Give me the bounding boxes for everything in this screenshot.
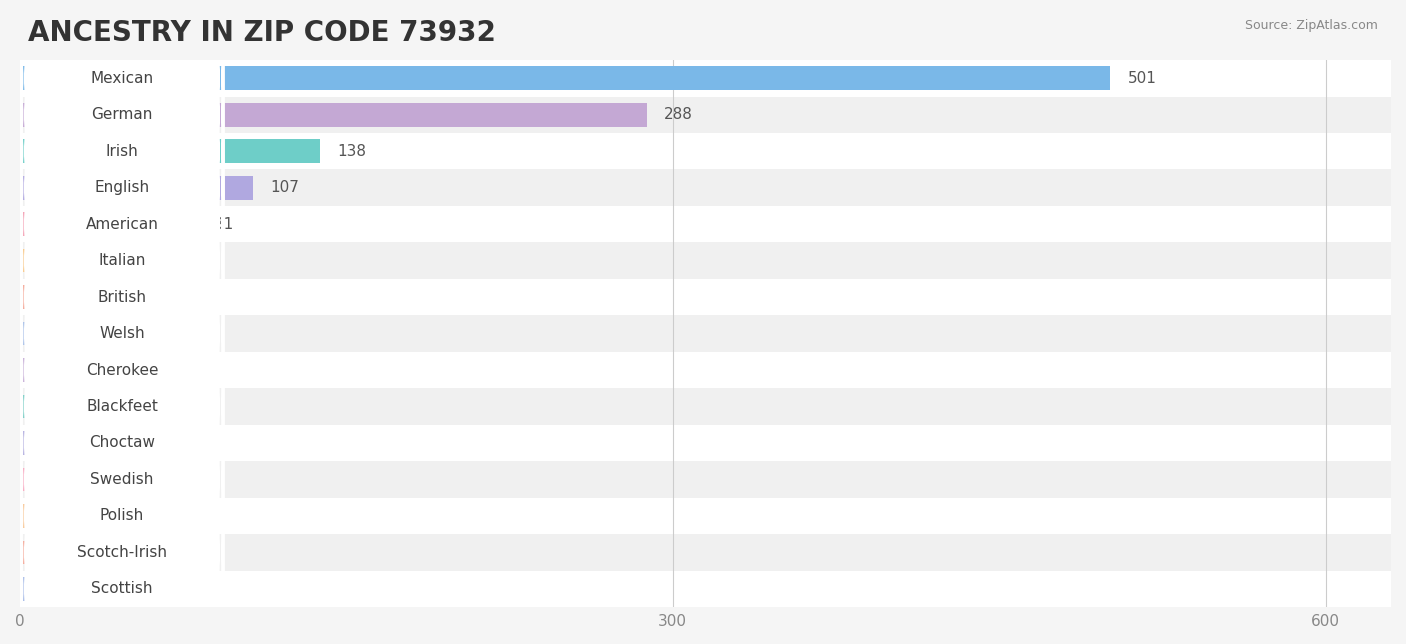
FancyBboxPatch shape — [20, 307, 225, 644]
Bar — [20, 139, 321, 163]
Bar — [20, 468, 46, 491]
Text: Scotch-Irish: Scotch-Irish — [77, 545, 167, 560]
FancyBboxPatch shape — [20, 161, 225, 579]
Text: Mexican: Mexican — [90, 71, 153, 86]
Text: 14: 14 — [67, 363, 87, 377]
FancyBboxPatch shape — [20, 0, 225, 323]
FancyBboxPatch shape — [20, 270, 225, 644]
Circle shape — [20, 395, 21, 419]
Circle shape — [20, 431, 21, 455]
Text: 12: 12 — [63, 472, 83, 487]
Bar — [20, 388, 1391, 425]
Circle shape — [20, 103, 21, 127]
Text: German: German — [91, 108, 153, 122]
Bar — [20, 498, 1391, 534]
Bar — [20, 213, 195, 236]
Text: ANCESTRY IN ZIP CODE 73932: ANCESTRY IN ZIP CODE 73932 — [28, 19, 496, 47]
Bar — [20, 504, 35, 527]
Bar — [20, 571, 1391, 607]
FancyBboxPatch shape — [20, 198, 225, 615]
Text: 12: 12 — [63, 399, 83, 414]
Bar — [20, 103, 647, 127]
FancyBboxPatch shape — [20, 0, 225, 287]
Bar — [20, 66, 1111, 90]
Bar — [20, 97, 1391, 133]
Circle shape — [20, 139, 21, 163]
Circle shape — [20, 249, 21, 272]
FancyBboxPatch shape — [20, 0, 225, 397]
Text: 15: 15 — [70, 326, 89, 341]
Text: 107: 107 — [270, 180, 299, 195]
Text: 7: 7 — [52, 582, 62, 596]
Text: English: English — [94, 180, 149, 195]
Bar — [20, 60, 1391, 97]
FancyBboxPatch shape — [20, 0, 225, 360]
FancyBboxPatch shape — [20, 380, 225, 644]
Bar — [20, 249, 79, 272]
Bar — [20, 577, 35, 601]
Bar — [20, 242, 1391, 279]
Text: Scottish: Scottish — [91, 582, 153, 596]
FancyBboxPatch shape — [20, 344, 225, 644]
Circle shape — [20, 285, 21, 309]
Text: Blackfeet: Blackfeet — [86, 399, 157, 414]
Bar — [20, 176, 253, 200]
Text: Choctaw: Choctaw — [89, 435, 155, 450]
Bar — [20, 279, 1391, 316]
Bar — [20, 358, 51, 382]
Bar — [20, 425, 1391, 461]
Text: 7: 7 — [52, 545, 62, 560]
Circle shape — [20, 504, 21, 527]
Bar — [20, 206, 1391, 242]
Circle shape — [20, 468, 21, 491]
Text: 138: 138 — [337, 144, 367, 158]
Circle shape — [20, 66, 21, 90]
Text: Irish: Irish — [105, 144, 138, 158]
Bar — [20, 431, 46, 455]
Text: 7: 7 — [52, 508, 62, 524]
Text: Source: ZipAtlas.com: Source: ZipAtlas.com — [1244, 19, 1378, 32]
Circle shape — [20, 577, 21, 601]
FancyBboxPatch shape — [20, 234, 225, 644]
Circle shape — [20, 176, 21, 200]
Bar — [20, 285, 75, 309]
Circle shape — [20, 213, 21, 236]
Text: 27: 27 — [96, 253, 115, 268]
Circle shape — [20, 540, 21, 564]
Bar — [20, 169, 1391, 206]
FancyBboxPatch shape — [20, 88, 225, 506]
Bar — [20, 316, 1391, 352]
Text: 81: 81 — [214, 216, 233, 232]
Text: 288: 288 — [664, 108, 693, 122]
Text: Italian: Italian — [98, 253, 146, 268]
Text: Welsh: Welsh — [100, 326, 145, 341]
Text: Swedish: Swedish — [90, 472, 153, 487]
FancyBboxPatch shape — [20, 125, 225, 542]
Bar — [20, 461, 1391, 498]
Text: Polish: Polish — [100, 508, 145, 524]
Text: Cherokee: Cherokee — [86, 363, 159, 377]
Text: American: American — [86, 216, 159, 232]
FancyBboxPatch shape — [20, 52, 225, 469]
Bar — [20, 352, 1391, 388]
Text: 12: 12 — [63, 435, 83, 450]
Text: British: British — [97, 290, 146, 305]
Bar — [20, 540, 35, 564]
FancyBboxPatch shape — [20, 15, 225, 433]
Circle shape — [20, 358, 21, 382]
Circle shape — [20, 322, 21, 345]
Text: 25: 25 — [91, 290, 111, 305]
Bar — [20, 534, 1391, 571]
Bar — [20, 322, 52, 345]
Bar — [20, 395, 46, 419]
Text: 501: 501 — [1128, 71, 1157, 86]
Bar — [20, 133, 1391, 169]
